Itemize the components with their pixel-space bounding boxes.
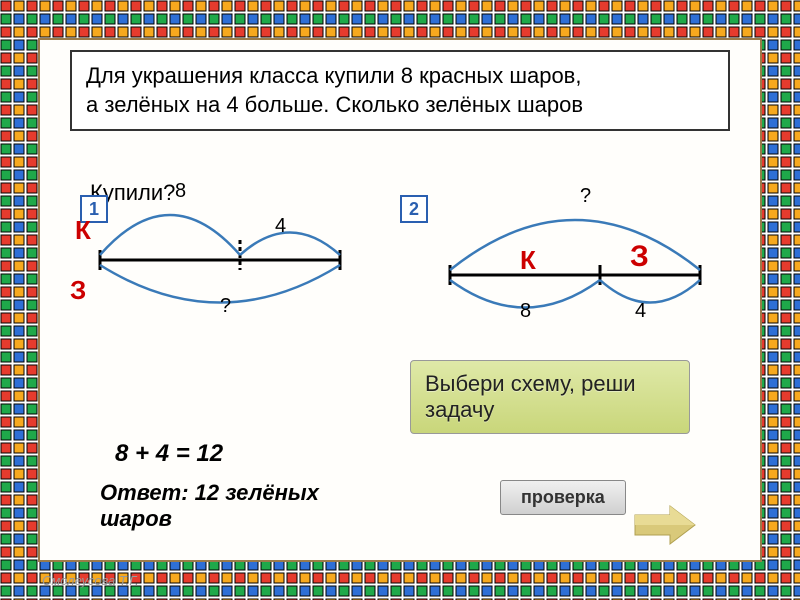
diagram1-val-8: 8 xyxy=(175,180,186,203)
content-frame: Купили? Для украшения класса купили 8 кр… xyxy=(38,38,762,562)
check-button[interactable]: проверка xyxy=(500,480,626,515)
diagram2-number: 2 xyxy=(400,195,428,223)
author-credit: Смолеусова Т.Г. xyxy=(42,573,139,588)
diagram1-val-q: ? xyxy=(220,295,231,318)
diagram2-label-k: К xyxy=(520,245,536,276)
problem-line1: Для украшения класса купили 8 красных ша… xyxy=(86,62,714,91)
diagram2-val-q: ? xyxy=(580,185,591,208)
diagram1-val-4: 4 xyxy=(275,215,286,238)
diagram2-val-4: 4 xyxy=(635,300,646,323)
next-arrow-icon[interactable] xyxy=(630,503,700,548)
answer-text: Ответ: 12 зелёных шаров xyxy=(100,480,380,532)
instruction-box: Выбери схему, реши задачу xyxy=(410,360,690,434)
problem-line2: а зелёных на 4 больше. Сколько зелёных ш… xyxy=(86,91,714,120)
diagram1-label-z: З xyxy=(70,275,86,306)
equation-text: 8 + 4 = 12 xyxy=(115,440,223,468)
diagram1-label-k: К xyxy=(75,215,91,246)
diagram2-label-z: З xyxy=(630,240,649,274)
diagram2-val-8: 8 xyxy=(520,300,531,323)
problem-text-box: Для украшения класса купили 8 красных ша… xyxy=(70,50,730,131)
